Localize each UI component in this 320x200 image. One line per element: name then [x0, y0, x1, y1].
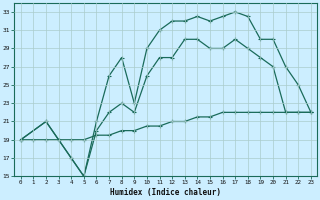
X-axis label: Humidex (Indice chaleur): Humidex (Indice chaleur)	[110, 188, 221, 197]
